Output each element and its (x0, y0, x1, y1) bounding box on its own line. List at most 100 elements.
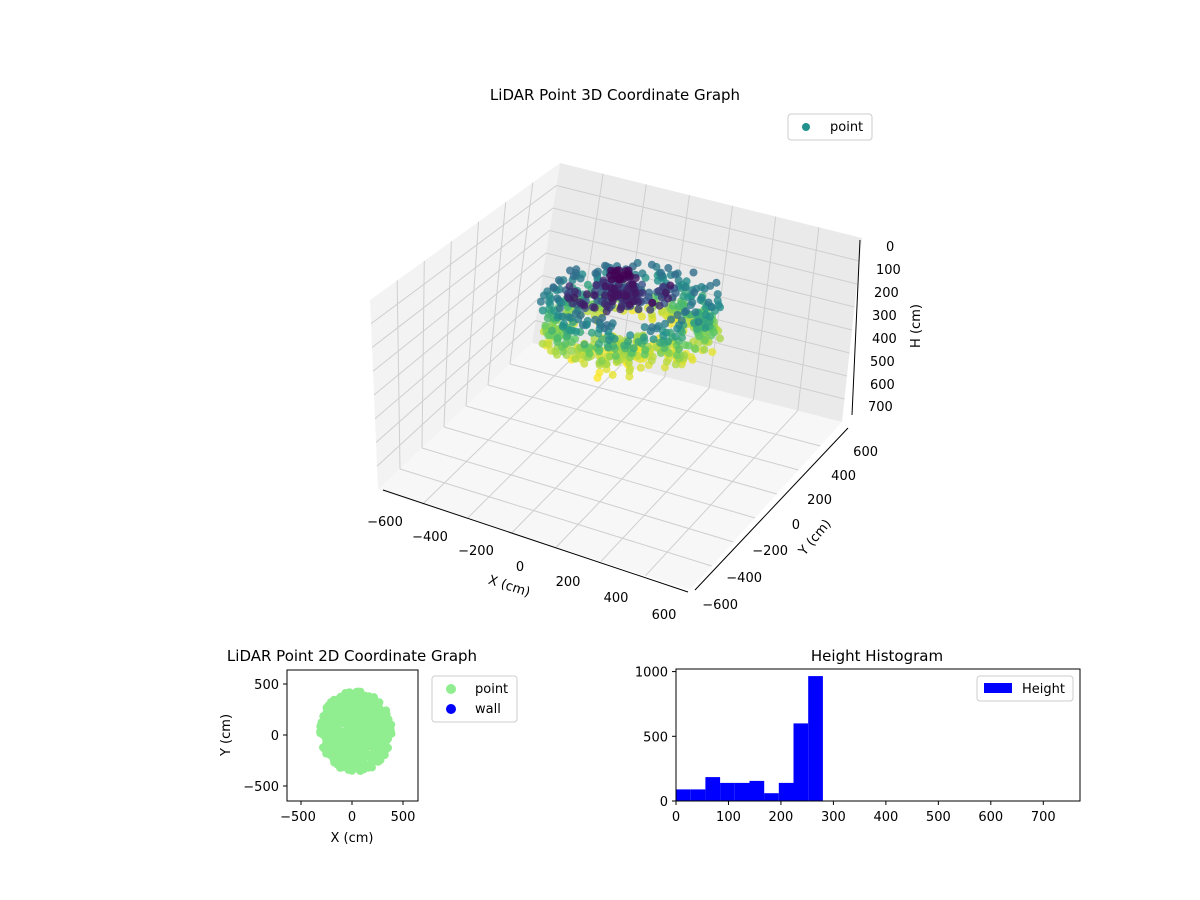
cloud-point-3d (597, 356, 606, 365)
cloud-point-2d (347, 689, 356, 698)
cloud-point-3d (690, 288, 699, 297)
cloud-point-3d (580, 340, 589, 349)
z-tick-labels-3d: 0 100 200 300 400 500 600 700 (868, 240, 901, 415)
cloud-point-3d (595, 368, 604, 377)
grid-line-3d (373, 252, 547, 396)
histogram-x-tick-label: 700 (1031, 810, 1056, 825)
cloud-point-3d (545, 297, 553, 306)
cloud-point-3d (591, 269, 600, 278)
cloud-point-3d (682, 277, 691, 286)
cloud-point-3d (708, 348, 717, 357)
cloud-point-3d (634, 305, 643, 314)
cloud-point-3d (585, 349, 594, 358)
z-tick-3d: 600 (870, 378, 895, 393)
cloud-point-3d (565, 326, 574, 335)
z-tick-3d: 400 (872, 332, 897, 347)
y-tick-3d: 200 (807, 493, 832, 508)
cloud-point-3d (625, 366, 634, 375)
cloud-point-3d (576, 311, 585, 320)
x-axis-label-3d: X (cm) (486, 573, 532, 601)
cloud-point-3d (706, 281, 715, 290)
cloud-point-3d (583, 290, 591, 299)
cloud-point-2d (371, 709, 380, 718)
grid-3d (370, 173, 860, 577)
grid-line-3d (371, 207, 554, 348)
y-axis-label-3d: Y (cm) (795, 517, 834, 560)
cloud-point-3d (668, 301, 677, 310)
cloud-point-3d (553, 294, 562, 303)
cloud-point-3d (595, 339, 603, 348)
grid-line-3d (552, 207, 858, 285)
grid-line-3d (374, 275, 543, 420)
grid-line-3d (370, 185, 557, 325)
cloud-point-2d (379, 751, 388, 760)
cloud-point-3d (700, 345, 709, 354)
histogram-bar (676, 789, 691, 801)
grid-line-3d (509, 363, 821, 447)
cloud-point-3d (691, 308, 700, 317)
z-tick-3d: 700 (868, 400, 893, 415)
cloud-point-3d (554, 276, 563, 285)
cloud-point-2d (357, 750, 366, 758)
point-cloud-2d (316, 687, 396, 775)
cloud-point-2d (375, 757, 384, 765)
cloud-point-3d (605, 352, 614, 361)
cloud-point-3d (625, 372, 634, 381)
cloud-point-2d (343, 721, 352, 730)
histogram-y-tick-label: 500 (643, 730, 668, 745)
histogram-frame (675, 668, 1081, 802)
cloud-point-3d (682, 307, 691, 316)
legend-2d-marker-wall (446, 704, 456, 714)
cloud-point-3d (701, 310, 710, 319)
cloud-point-3d (707, 331, 716, 340)
cloud-point-3d (605, 336, 613, 345)
cloud-point-3d (580, 359, 589, 368)
cloud-point-2d (363, 719, 372, 728)
grid-line-3d (645, 410, 799, 577)
cloud-point-3d (548, 326, 556, 335)
grid-line-3d (421, 447, 734, 543)
cloud-point-3d (640, 333, 648, 342)
cloud-point-2d (330, 757, 339, 766)
x-tick-2d: 0 (348, 810, 356, 825)
cloud-point-2d (336, 720, 344, 729)
grid-line-3d (376, 320, 536, 467)
chart-3d: LiDAR Point 3D Coordinate Graph −600 −40… (367, 86, 924, 623)
cloud-point-3d (673, 311, 682, 319)
x-tick-labels-3d: −600 −400 −200 0 200 400 600 (367, 515, 676, 623)
cloud-point-3d (583, 280, 592, 289)
cloud-point-3d (590, 303, 599, 312)
chart-2d: LiDAR Point 2D Coordinate Graph −500 0 5… (219, 647, 518, 846)
histogram-x-tick-label: 400 (873, 810, 898, 825)
histogram-bar (793, 723, 809, 801)
cloud-point-3d (648, 298, 657, 307)
y-tick-labels-3d: −600 −400 −200 0 200 400 600 (702, 445, 878, 613)
cloud-point-3d (674, 276, 683, 285)
legend-3d-marker (802, 123, 810, 131)
z-tick-3d: 200 (874, 286, 899, 301)
cloud-point-3d (713, 296, 722, 305)
cloud-point-2d (369, 757, 377, 766)
cloud-point-3d (564, 313, 573, 322)
histogram-bar (808, 676, 823, 801)
cloud-point-3d (558, 322, 567, 331)
cloud-point-3d (657, 268, 665, 277)
cloud-point-3d (561, 340, 570, 348)
histogram-bar (705, 777, 721, 801)
cloud-point-2d (353, 707, 362, 716)
z-axis-line-3d (851, 239, 861, 416)
cloud-point-3d (716, 334, 724, 343)
cloud-point-3d (640, 323, 649, 332)
cloud-point-3d (671, 332, 680, 341)
x-tick-3d: −600 (367, 515, 403, 530)
legend-2d-marker-point (446, 684, 456, 694)
cloud-point-2d (336, 701, 345, 710)
cloud-point-2d (348, 740, 356, 749)
cloud-point-3d (565, 282, 574, 291)
z-tick-3d: 500 (870, 355, 895, 370)
x-tick-3d: 0 (516, 560, 524, 575)
cloud-point-3d (671, 360, 680, 369)
histogram-y-tick-label: 1000 (635, 666, 668, 681)
cloud-point-3d (607, 283, 616, 292)
